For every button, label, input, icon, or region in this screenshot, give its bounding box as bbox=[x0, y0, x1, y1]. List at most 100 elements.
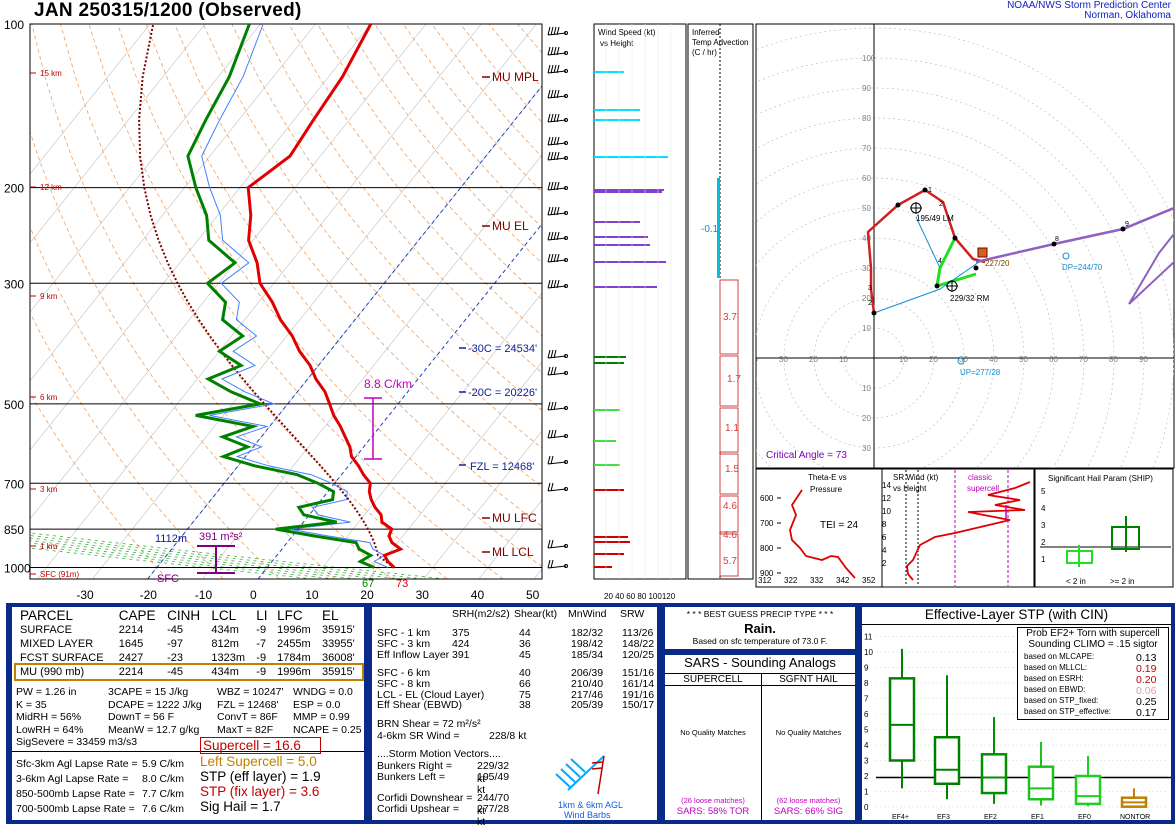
wind-barb bbox=[548, 65, 568, 73]
isotherm bbox=[0, 24, 260, 579]
sars-col1-result: No Quality Matches bbox=[665, 728, 761, 737]
temp-label: -30 bbox=[76, 588, 94, 600]
height-label: 12 km bbox=[40, 183, 62, 192]
stp-prob-row: based on MLLCL:0.19 bbox=[1018, 663, 1168, 674]
stp-x-label: EF0 bbox=[1078, 814, 1091, 820]
temp-adv-title-1: Inferred bbox=[692, 28, 720, 37]
ship-y-label: 4 bbox=[1041, 504, 1046, 513]
srh-header: SRH(m2/s2) bbox=[452, 608, 510, 621]
temp-adv-value: 1.5 bbox=[725, 464, 739, 475]
hodo-point bbox=[872, 311, 877, 316]
stp-prob-box: Prob EF2+ Torn with supercell Sounding C… bbox=[1017, 627, 1169, 720]
moist-adiabat bbox=[0, 447, 335, 579]
isotherm bbox=[0, 24, 150, 579]
isotherm bbox=[0, 24, 316, 579]
stp-box bbox=[1029, 767, 1053, 800]
thermo-maxt: MaxT = 82F bbox=[217, 724, 284, 737]
thermo-dcape: DCAPE = 1222 J/kg bbox=[108, 699, 202, 712]
storm-motion-line bbox=[916, 217, 940, 268]
stp-box-5: NONTOR bbox=[1120, 788, 1150, 820]
wind-speed-title-2: vs Height bbox=[600, 39, 634, 48]
lapse-label: 8.8 C/km bbox=[364, 377, 412, 391]
theta-x-label: 352 bbox=[862, 576, 876, 585]
stp-prob-row: based on STP_fixed:0.25 bbox=[1018, 696, 1168, 707]
lapse-rate-label: 700-500mb Lapse Rate = bbox=[16, 803, 135, 815]
parcel-cell: FCST SURFACE bbox=[16, 651, 115, 665]
hodo-point-label: 2 bbox=[868, 300, 872, 307]
ship-y-label: 2 bbox=[1041, 538, 1046, 547]
sars-col2-result: No Quality Matches bbox=[762, 728, 855, 737]
sr-classic-label: classic bbox=[968, 473, 992, 482]
srh-bracket bbox=[197, 546, 235, 573]
stp-x-label: EF4+ bbox=[892, 814, 909, 820]
dry-adiabat bbox=[118, 24, 560, 579]
pressure-label: 200 bbox=[4, 182, 24, 196]
sr-y-label: 8 bbox=[882, 520, 887, 529]
isotherm bbox=[37, 24, 481, 579]
dewpoint-trace bbox=[188, 24, 374, 568]
stp-prob-row: based on MLCAPE:0.13 bbox=[1018, 652, 1168, 663]
bunkers-right-label: 229/32 RM bbox=[950, 294, 989, 303]
stp-y-label: 10 bbox=[864, 648, 873, 657]
upshear-label: UP=277/28 bbox=[960, 368, 1001, 377]
theta-x-label: 332 bbox=[810, 576, 824, 585]
hodo-ring-label: 90 bbox=[1139, 355, 1148, 364]
stp-y-label: 2 bbox=[864, 772, 869, 781]
composite-param: STP (eff layer) = 1.9 bbox=[200, 769, 321, 784]
isotherm bbox=[92, 24, 536, 579]
wind-barb bbox=[548, 350, 568, 358]
stp-x-label: NONTOR bbox=[1120, 814, 1150, 820]
barb-caption: 1km & 6km AGL Wind Barbs bbox=[558, 800, 623, 820]
ship-y-label: 1 bbox=[1041, 555, 1046, 564]
isotherm bbox=[313, 24, 757, 579]
storm-motion-row: Bunkers Right =229/32 kt bbox=[377, 760, 472, 771]
sr-y-label: 4 bbox=[882, 546, 887, 555]
lapse-rate-label: 850-500mb Lapse Rate = bbox=[16, 788, 135, 800]
thermo-downt: DownT = 56 F bbox=[108, 711, 202, 724]
wind-barb bbox=[548, 456, 568, 464]
theta-y-label: 900 bbox=[760, 569, 774, 578]
wind-barb bbox=[548, 402, 568, 410]
storm-motion-label: Corfidi Upshear = bbox=[377, 803, 459, 815]
temp-label: -20 bbox=[140, 588, 158, 600]
hodo-ring-label: 40 bbox=[749, 355, 758, 364]
stp-y-label: 9 bbox=[864, 664, 869, 673]
stp-box-3: EF1 bbox=[1029, 742, 1053, 820]
hodo-ring-label: 50 bbox=[1019, 355, 1028, 364]
wind-barb bbox=[548, 90, 568, 98]
hodo-point-label: 1 bbox=[928, 187, 932, 194]
precip-type: Rain. bbox=[665, 621, 855, 636]
parcel-cell: 2427 bbox=[115, 651, 163, 665]
dry-adiabat bbox=[3, 24, 335, 579]
dry-adiabat bbox=[0, 24, 223, 579]
height-label: 9 km bbox=[40, 292, 58, 301]
theta-y-label: 700 bbox=[760, 519, 774, 528]
sars-col2-pct: SARS: 66% SIG bbox=[762, 806, 855, 817]
thermo-col-4: WNDG = 0.0 ESP = 0.0 MMP = 0.99 NCAPE = … bbox=[293, 686, 362, 736]
ship-lt2-label: < 2 in bbox=[1066, 577, 1086, 586]
parcel-header: PARCEL bbox=[16, 608, 115, 623]
hodo-ring-label: 70 bbox=[862, 564, 871, 573]
sr-wind-title-1: SR Wind (kt) bbox=[893, 473, 939, 482]
isotherm bbox=[203, 24, 647, 579]
stp-prob-row: based on EBWD:0.06 bbox=[1018, 685, 1168, 696]
hodo-point-label: 8 bbox=[1055, 236, 1059, 243]
temp-adv-value: 5.7 bbox=[723, 556, 737, 567]
lapse-rate-value: 8.0 C/km bbox=[142, 772, 184, 787]
hodo-ring-label: 60 bbox=[862, 174, 871, 183]
thermo-3cape: 3CAPE = 15 J/kg bbox=[108, 686, 202, 699]
brn-shear: BRN Shear = 72 m²/s² bbox=[377, 718, 481, 731]
height-label: 6 km bbox=[40, 393, 58, 402]
sr-wind-title-2: vs Height bbox=[893, 484, 927, 493]
stp-title: Effective-Layer STP (with CIN) bbox=[862, 607, 1171, 625]
sars-col2-loose: (62 loose matches) bbox=[762, 796, 855, 805]
temp-label: 10 bbox=[305, 588, 319, 600]
kinematics-cell: 391 bbox=[452, 649, 470, 662]
critical-angle-label: Critical Angle = 73 bbox=[766, 450, 847, 461]
sars-col1-title: SUPERCELL bbox=[665, 674, 761, 686]
